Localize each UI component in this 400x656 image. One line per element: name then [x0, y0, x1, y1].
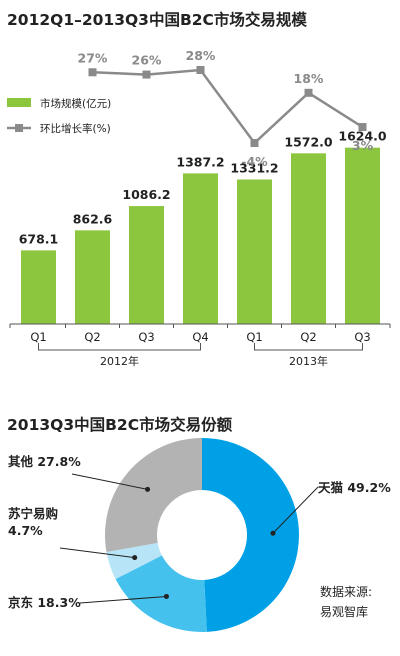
source-line-1: 数据来源:: [320, 584, 372, 599]
x-tick-label-7: Q3: [354, 330, 370, 344]
leader-dot-3: [132, 555, 138, 561]
leader-line-3: [59, 547, 135, 559]
growth-marker-5: [250, 139, 259, 147]
year-label-2: 2013年: [289, 354, 328, 368]
slice-value-3: 4.7%: [8, 523, 43, 538]
bar-5: [237, 179, 272, 324]
slice-label-4: 其他 27.8%: [8, 454, 81, 469]
bar-chart-title: 2012Q1–2013Q3中国B2C市场交易规模: [7, 10, 307, 29]
growth-label-7: 3%: [352, 138, 374, 153]
x-tick-label-2: Q2: [84, 330, 100, 344]
x-tick-label-5: Q1: [246, 330, 262, 344]
legend-line-label: 环比增长率(%): [40, 122, 111, 135]
source-line-2: 易观智库: [320, 604, 368, 619]
leader-line-4: [71, 473, 148, 490]
pie-chart-title: 2013Q3中国B2C市场交易份额: [7, 415, 233, 434]
bar-2: [75, 230, 110, 324]
bar-4: [183, 173, 218, 324]
legend-bar-label: 市场规模(亿元): [40, 97, 111, 110]
donut-slice-2: [115, 555, 207, 632]
slice-label-3: 苏宁易购: [8, 506, 58, 521]
bar-1: [21, 250, 56, 324]
slice-label-2: 京东 18.3%: [8, 595, 81, 610]
bar-7: [345, 147, 380, 324]
x-tick-label-3: Q3: [138, 330, 154, 344]
leader-line-2: [79, 595, 167, 604]
donut-slice-3: [106, 542, 162, 580]
bar-value-label-5: 1331.2: [230, 160, 278, 175]
bar-chart-legend: 市场规模(亿元) 环比增长率(%): [7, 97, 111, 135]
growth-marker-4: [196, 66, 205, 74]
growth-marker-3: [142, 70, 151, 79]
growth-rate-line: [92, 68, 364, 145]
bar-value-label-6: 1572.0: [284, 134, 333, 149]
bar-value-label-7: 1624.0: [338, 129, 387, 144]
growth-marker-7: [358, 123, 367, 132]
bar-value-label-1: 678.1: [19, 231, 59, 246]
leader-line-1: [272, 486, 319, 534]
bar-6: [291, 153, 326, 324]
growth-label-6: 18%: [294, 71, 324, 86]
x-tick-label-4: Q4: [192, 330, 208, 344]
leader-dot-1: [270, 530, 276, 536]
slice-label-1: 天猫 49.2%: [318, 480, 391, 495]
donut-slice-1: [202, 438, 299, 632]
leader-dot-2: [163, 593, 169, 599]
x-tick-label-6: Q2: [300, 330, 316, 344]
growth-label-3: 26%: [132, 53, 162, 68]
bar-value-label-2: 862.6: [73, 211, 113, 226]
legend-bar-swatch: [7, 98, 31, 107]
growth-label-2: 27%: [78, 50, 108, 65]
growth-marker-2: [88, 68, 97, 77]
x-tick-label-1: Q1: [30, 330, 46, 344]
bar-value-label-3: 1086.2: [122, 187, 170, 202]
year-bracket-2: [254, 343, 363, 351]
year-bracket-1: [38, 343, 201, 351]
legend-line-marker: [15, 124, 23, 132]
bar-3: [129, 206, 164, 324]
growth-label-4: 28%: [186, 48, 216, 63]
growth-label-5: -4%: [241, 154, 268, 169]
leader-dot-4: [145, 486, 151, 492]
bar-value-label-4: 1387.2: [176, 154, 224, 169]
year-label-1: 2012年: [100, 354, 139, 368]
donut-slice-4: [105, 438, 202, 552]
growth-marker-6: [304, 88, 313, 97]
